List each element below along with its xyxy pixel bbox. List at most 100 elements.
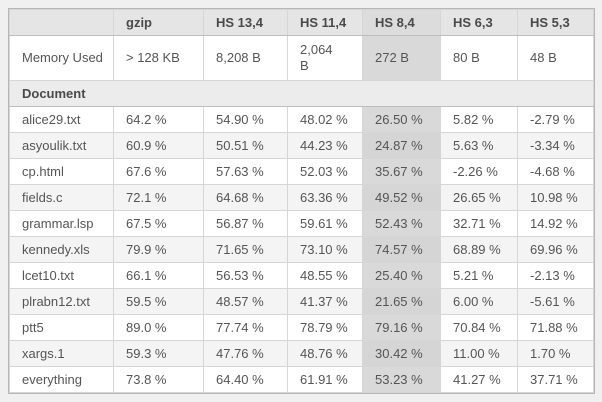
table-row-plrabn12-txt: plrabn12.txt 59.5 % 48.57 % 41.37 % 21.65 % 6…: [9, 288, 594, 315]
col-header-hs-5-3: HS 5,3: [517, 9, 594, 36]
memory-used-value: 2,064 B: [287, 35, 363, 81]
document-name: kennedy.xls: [9, 236, 114, 263]
value-cell: 26.50 %: [362, 106, 441, 133]
document-name: cp.html: [9, 158, 114, 185]
value-cell: -2.13 %: [517, 262, 594, 289]
value-cell: 71.65 %: [203, 236, 288, 263]
memory-used-row: Memory Used > 128 KB 8,208 B 2,064 B 272 B 80…: [9, 35, 594, 81]
value-cell: 41.27 %: [440, 366, 518, 393]
value-cell: 24.87 %: [362, 132, 441, 159]
value-cell: 25.40 %: [362, 262, 441, 289]
col-header-gzip: gzip: [113, 9, 204, 36]
value-cell: 64.2 %: [113, 106, 204, 133]
value-cell: 59.3 %: [113, 340, 204, 367]
value-cell: 37.71 %: [517, 366, 594, 393]
value-cell: 66.1 %: [113, 262, 204, 289]
value-cell: 67.5 %: [113, 210, 204, 237]
value-cell: 56.53 %: [203, 262, 288, 289]
value-cell: 77.74 %: [203, 314, 288, 341]
benchmark-table: gzip HS 13,4 HS 11,4 HS 8,4 HS 6,3 HS 5,3 Mem…: [9, 9, 594, 393]
value-cell: 52.03 %: [287, 158, 363, 185]
value-cell: -3.34 %: [517, 132, 594, 159]
document-name: grammar.lsp: [9, 210, 114, 237]
value-cell: 5.82 %: [440, 106, 518, 133]
col-header-hs-11-4: HS 11,4: [287, 9, 363, 36]
value-cell: 21.65 %: [362, 288, 441, 315]
value-cell: 48.76 %: [287, 340, 363, 367]
value-cell: 71.88 %: [517, 314, 594, 341]
table-row-alice29-txt: alice29.txt 64.2 % 54.90 % 48.02 % 26.50 % 5.…: [9, 106, 594, 133]
document-name: fields.c: [9, 184, 114, 211]
value-cell: 10.98 %: [517, 184, 594, 211]
value-cell: 44.23 %: [287, 132, 363, 159]
table-row-asyoulik-txt: asyoulik.txt 60.9 % 50.51 % 44.23 % 24.87 % 5…: [9, 132, 594, 159]
value-cell: 79.9 %: [113, 236, 204, 263]
value-cell: 48.57 %: [203, 288, 288, 315]
memory-used-value: 48 B: [517, 35, 594, 81]
benchmark-table-frame: gzip HS 13,4 HS 11,4 HS 8,4 HS 6,3 HS 5,3 Mem…: [8, 8, 595, 394]
value-cell: 73.10 %: [287, 236, 363, 263]
col-header-hs-13-4: HS 13,4: [203, 9, 288, 36]
value-cell: 49.52 %: [362, 184, 441, 211]
memory-used-value: 272 B: [362, 35, 441, 81]
table-row-everything: everything 73.8 % 64.40 % 61.91 % 53.23 % 41.…: [9, 366, 594, 393]
value-cell: 56.87 %: [203, 210, 288, 237]
value-cell: 59.61 %: [287, 210, 363, 237]
section-row: Document: [9, 80, 594, 107]
value-cell: 89.0 %: [113, 314, 204, 341]
value-cell: 54.90 %: [203, 106, 288, 133]
value-cell: 60.9 %: [113, 132, 204, 159]
memory-used-label: Memory Used: [9, 35, 114, 81]
value-cell: 79.16 %: [362, 314, 441, 341]
value-cell: 69.96 %: [517, 236, 594, 263]
value-cell: 67.6 %: [113, 158, 204, 185]
document-name: xargs.1: [9, 340, 114, 367]
document-name: alice29.txt: [9, 106, 114, 133]
document-name: everything: [9, 366, 114, 393]
value-cell: 53.23 %: [362, 366, 441, 393]
memory-used-value: 8,208 B: [203, 35, 288, 81]
table-row-grammar-lsp: grammar.lsp 67.5 % 56.87 % 59.61 % 52.43 % 32…: [9, 210, 594, 237]
document-name: asyoulik.txt: [9, 132, 114, 159]
table-row-lcet10-txt: lcet10.txt 66.1 % 56.53 % 48.55 % 25.40 % 5.2…: [9, 262, 594, 289]
value-cell: -2.26 %: [440, 158, 518, 185]
value-cell: -5.61 %: [517, 288, 594, 315]
value-cell: 57.63 %: [203, 158, 288, 185]
table-row-kennedy-xls: kennedy.xls 79.9 % 71.65 % 73.10 % 74.57 % 68…: [9, 236, 594, 263]
document-name: ptt5: [9, 314, 114, 341]
table-row-ptt5: ptt5 89.0 % 77.74 % 78.79 % 79.16 % 70.84 % 71…: [9, 314, 594, 341]
document-name: lcet10.txt: [9, 262, 114, 289]
value-cell: 48.02 %: [287, 106, 363, 133]
value-cell: 11.00 %: [440, 340, 518, 367]
value-cell: 68.89 %: [440, 236, 518, 263]
section-header-document: Document: [9, 80, 594, 107]
value-cell: 50.51 %: [203, 132, 288, 159]
col-header-hs-8-4: HS 8,4: [362, 9, 441, 36]
value-cell: -4.68 %: [517, 158, 594, 185]
document-name: plrabn12.txt: [9, 288, 114, 315]
value-cell: 63.36 %: [287, 184, 363, 211]
value-cell: 64.68 %: [203, 184, 288, 211]
table-row-cp-html: cp.html 67.6 % 57.63 % 52.03 % 35.67 % -2.26 …: [9, 158, 594, 185]
value-cell: 32.71 %: [440, 210, 518, 237]
value-cell: 6.00 %: [440, 288, 518, 315]
header-row: gzip HS 13,4 HS 11,4 HS 8,4 HS 6,3 HS 5,3: [9, 9, 594, 36]
value-cell: 41.37 %: [287, 288, 363, 315]
value-cell: 1.70 %: [517, 340, 594, 367]
value-cell: 70.84 %: [440, 314, 518, 341]
table-row-xargs-1: xargs.1 59.3 % 47.76 % 48.76 % 30.42 % 11.00 …: [9, 340, 594, 367]
value-cell: 78.79 %: [287, 314, 363, 341]
value-cell: 14.92 %: [517, 210, 594, 237]
value-cell: 47.76 %: [203, 340, 288, 367]
value-cell: 52.43 %: [362, 210, 441, 237]
value-cell: 26.65 %: [440, 184, 518, 211]
table-row-fields-c: fields.c 72.1 % 64.68 % 63.36 % 49.52 % 26.65…: [9, 184, 594, 211]
value-cell: 5.63 %: [440, 132, 518, 159]
value-cell: 30.42 %: [362, 340, 441, 367]
memory-used-value: > 128 KB: [113, 35, 204, 81]
value-cell: 48.55 %: [287, 262, 363, 289]
value-cell: 59.5 %: [113, 288, 204, 315]
memory-used-value: 80 B: [440, 35, 518, 81]
value-cell: 72.1 %: [113, 184, 204, 211]
value-cell: 73.8 %: [113, 366, 204, 393]
